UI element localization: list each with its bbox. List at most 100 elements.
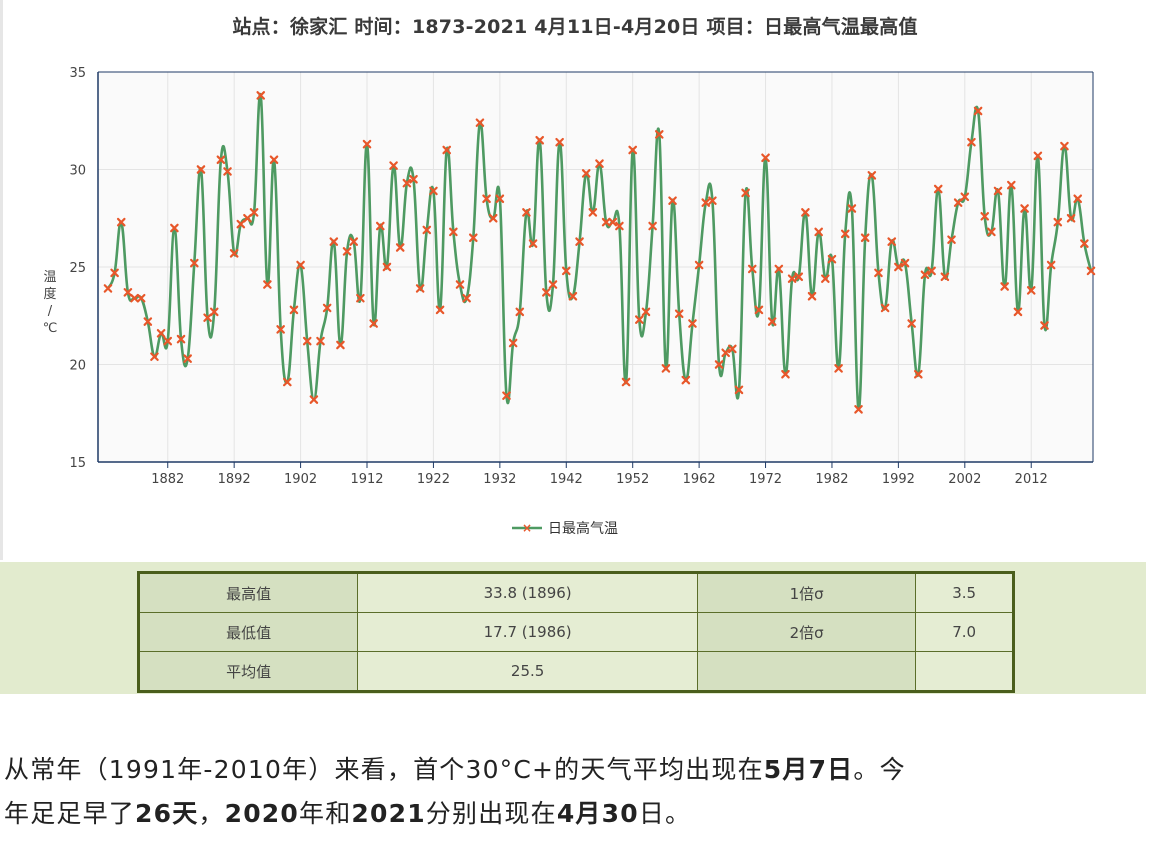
data-point-marker xyxy=(588,208,598,217)
data-point-marker xyxy=(688,319,697,328)
data-point-marker xyxy=(302,336,312,346)
data-point-marker xyxy=(993,186,1003,196)
data-point-marker xyxy=(349,237,359,246)
data-point-marker xyxy=(834,364,843,373)
data-point-marker xyxy=(216,155,226,165)
data-point-marker xyxy=(455,280,465,289)
data-point-marker xyxy=(256,91,266,100)
data-point-marker xyxy=(535,135,545,145)
data-point-marker xyxy=(110,268,119,278)
data-point-marker xyxy=(674,309,684,319)
x-tick-label: 1942 xyxy=(550,472,583,487)
y-tick-label: 30 xyxy=(69,164,86,179)
data-point-marker xyxy=(209,307,219,317)
x-tick-label: 1992 xyxy=(882,472,915,487)
data-point-marker xyxy=(767,317,777,326)
data-point-marker xyxy=(973,106,983,116)
article-text: 分别出现在 xyxy=(425,799,557,828)
data-point-marker xyxy=(289,305,299,315)
data-point-marker xyxy=(561,266,571,276)
x-tick-label: 1962 xyxy=(683,472,716,487)
data-point-marker xyxy=(668,196,677,205)
data-point-marker xyxy=(236,219,246,229)
data-point-marker xyxy=(1040,321,1049,330)
data-point-marker xyxy=(754,305,764,315)
data-point-marker xyxy=(880,303,890,313)
stat-value: 7.0 xyxy=(915,612,1014,652)
y-axis-label-char: 温 xyxy=(43,270,56,285)
x-tick-label: 1882 xyxy=(151,472,184,487)
data-point-marker xyxy=(1060,141,1069,151)
data-point-marker xyxy=(628,145,637,155)
data-point-marker xyxy=(787,274,797,283)
data-point-marker xyxy=(987,227,996,237)
data-point-marker xyxy=(263,280,272,289)
data-point-marker xyxy=(409,174,418,184)
data-point-marker xyxy=(801,208,810,217)
stat-value: 33.8 (1896) xyxy=(357,572,699,613)
data-point-marker xyxy=(601,217,611,227)
article-text: 年足足早了 xyxy=(4,799,136,828)
stat-value: 3.5 xyxy=(915,572,1014,613)
data-point-marker xyxy=(429,186,438,196)
data-point-marker xyxy=(203,313,212,322)
data-point-marker xyxy=(615,221,624,231)
data-point-marker xyxy=(156,329,166,338)
data-point-marker xyxy=(468,233,478,243)
data-point-marker xyxy=(296,260,305,270)
data-point-marker xyxy=(907,319,916,328)
data-point-marker xyxy=(389,161,398,170)
data-point-marker xyxy=(170,223,179,233)
chart-title: 站点：徐家汇 时间：1873-2021 4月11日-4月20日 项目：日最高气温… xyxy=(232,16,918,38)
data-point-marker xyxy=(555,137,564,147)
stat-value: 25.5 xyxy=(357,651,699,692)
data-point-marker xyxy=(641,307,651,317)
data-point-marker xyxy=(734,385,744,395)
data-point-marker xyxy=(515,307,525,317)
data-point-marker xyxy=(176,334,186,344)
data-point-marker xyxy=(508,338,518,348)
series-markers xyxy=(103,91,1096,414)
y-tick-label: 20 xyxy=(69,359,86,374)
data-point-marker xyxy=(774,264,784,274)
data-point-marker xyxy=(402,178,412,188)
left-divider xyxy=(0,0,3,560)
data-point-marker xyxy=(894,262,903,272)
data-point-marker xyxy=(840,229,850,239)
data-point-marker xyxy=(336,340,345,350)
chart-panel: 站点：徐家汇 时间：1873-2021 4月11日-4月20日 项目：日最高气温… xyxy=(0,0,1096,560)
data-point-marker xyxy=(1013,307,1023,317)
y-tick-labels: 15 20 25 30 35 xyxy=(69,66,86,471)
data-point-marker xyxy=(940,272,950,282)
data-point-marker xyxy=(1073,194,1083,204)
data-point-marker xyxy=(415,284,425,293)
stat-label: 平均值 xyxy=(137,651,359,692)
data-point-marker xyxy=(1033,151,1043,161)
article-text: ， xyxy=(198,799,225,828)
data-point-marker xyxy=(190,258,199,268)
data-point-marker xyxy=(814,227,823,237)
x-tick-label: 1932 xyxy=(483,472,516,487)
stat-label: 1倍σ xyxy=(697,572,917,613)
x-tick-label: 2012 xyxy=(1015,472,1048,487)
article-emphasis: 2020 xyxy=(224,799,299,828)
data-point-marker xyxy=(130,293,139,303)
x-tick-label: 2002 xyxy=(948,472,981,487)
legend[interactable]: × 日最高气温 xyxy=(512,520,618,537)
data-point-marker xyxy=(621,377,631,387)
data-point-marker xyxy=(223,167,232,176)
data-point-marker xyxy=(356,293,365,303)
y-axis-label-char: ℃ xyxy=(43,321,58,336)
data-point-marker xyxy=(900,258,910,268)
legend-label: 日最高气温 xyxy=(548,520,618,537)
x-tick-label: 1952 xyxy=(616,472,649,487)
data-point-marker xyxy=(1046,260,1056,270)
data-point-marker xyxy=(475,118,485,127)
data-point-marker xyxy=(243,213,252,223)
data-point-marker xyxy=(1020,204,1029,213)
data-point-marker xyxy=(741,188,750,198)
data-point-marker xyxy=(1066,213,1076,223)
data-point-marker xyxy=(635,315,644,324)
data-point-marker xyxy=(163,336,173,346)
data-point-marker xyxy=(694,260,704,270)
